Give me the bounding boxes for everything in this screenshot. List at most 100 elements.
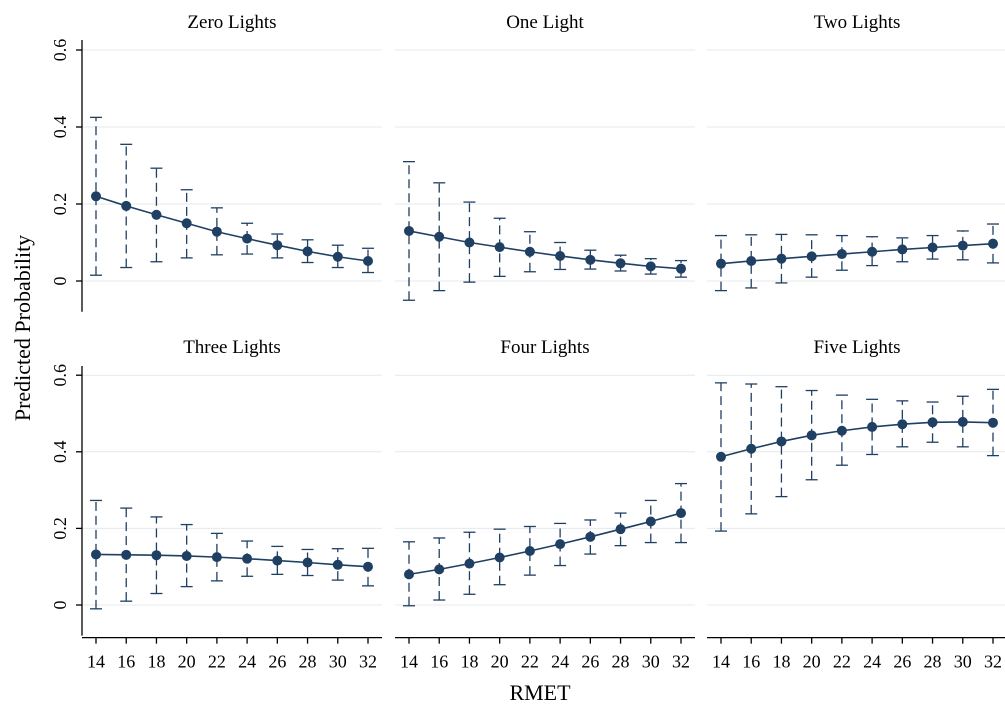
- data-point: [676, 263, 686, 274]
- data-point: [151, 209, 162, 220]
- data-point: [897, 244, 908, 255]
- x-tick-label: 22: [521, 652, 539, 672]
- x-tick-label: 14: [400, 652, 418, 672]
- data-point: [434, 231, 445, 242]
- panel-title: One Light: [506, 12, 584, 33]
- data-point: [836, 425, 847, 436]
- data-point: [645, 516, 656, 527]
- x-tick-label: 24: [551, 652, 569, 672]
- data-point: [645, 261, 656, 272]
- data-point: [746, 255, 757, 266]
- data-point: [806, 430, 817, 441]
- data-point: [927, 242, 938, 253]
- data-point: [836, 249, 847, 260]
- data-point: [464, 237, 475, 248]
- data-point: [121, 200, 132, 211]
- x-tick-label: 20: [178, 652, 196, 672]
- data-point: [585, 531, 596, 542]
- panel-three-lights: Three Lights 0 0.2 0.4 0.6 14 16 18 20 22 24 26 28 30…: [50, 337, 382, 672]
- y-tick-label: 0.4: [50, 441, 70, 464]
- data-point: [555, 539, 566, 550]
- data-point: [746, 443, 757, 454]
- x-tick-label: 18: [772, 652, 790, 672]
- data-point: [404, 225, 414, 236]
- x-tick-label: 26: [268, 652, 286, 672]
- panel-title: Two Lights: [814, 12, 901, 33]
- data-point: [302, 246, 313, 257]
- data-point: [615, 258, 626, 269]
- data-point: [272, 555, 283, 566]
- x-tick-label: 26: [581, 652, 599, 672]
- data-point: [776, 436, 787, 447]
- x-tick-label: 22: [833, 652, 851, 672]
- data-point: [363, 561, 373, 572]
- x-tick-label: 20: [803, 652, 821, 672]
- x-tick-label: 28: [612, 652, 630, 672]
- series-line: [95, 195, 369, 262]
- y-axis-label: Predicted Probability: [10, 235, 35, 421]
- data-point: [988, 238, 998, 249]
- y-tick-label: 0: [50, 277, 70, 286]
- data-point: [464, 558, 475, 569]
- x-tick-label: 16: [117, 652, 135, 672]
- x-tick-label: 16: [742, 652, 760, 672]
- data-point: [524, 246, 535, 257]
- panel-title: Five Lights: [813, 337, 900, 358]
- y-tick-label: 0: [50, 601, 70, 610]
- y-tick-label: 0.6: [50, 39, 70, 62]
- series-line: [408, 512, 682, 576]
- data-point: [494, 242, 505, 253]
- x-tick-label: 20: [491, 652, 509, 672]
- data-point: [988, 417, 998, 428]
- data-point: [332, 559, 343, 570]
- data-point: [957, 416, 968, 427]
- panel-four-lights: Four Lights 14 16 18 20 22 24 26 28 30 32: [395, 337, 695, 672]
- panel-title: Four Lights: [500, 337, 589, 358]
- data-point: [716, 451, 726, 462]
- x-tick-label: 32: [984, 652, 1002, 672]
- panel-zero-lights: Zero Lights 0 0.2 0.4 0.6: [50, 12, 382, 312]
- y-tick-label: 0.2: [50, 193, 70, 216]
- data-point: [363, 255, 373, 266]
- data-point: [676, 508, 686, 519]
- x-tick-label: 24: [863, 652, 881, 672]
- data-point: [897, 419, 908, 430]
- series-line: [408, 230, 682, 270]
- data-point: [181, 550, 192, 561]
- data-point: [806, 251, 817, 262]
- x-tick-label: 28: [924, 652, 942, 672]
- data-point: [927, 417, 938, 428]
- y-tick-label: 0.6: [50, 364, 70, 387]
- data-point: [615, 524, 626, 535]
- x-tick-label: 18: [460, 652, 478, 672]
- panel-title: Three Lights: [183, 337, 281, 358]
- data-point: [91, 191, 101, 202]
- data-point: [957, 240, 968, 251]
- x-tick-label: 26: [893, 652, 911, 672]
- panel-two-lights: Two Lights: [707, 12, 1005, 292]
- data-point: [91, 549, 101, 560]
- data-point: [494, 552, 505, 563]
- panel-one-light: One Light: [395, 12, 695, 301]
- data-point: [181, 218, 192, 229]
- x-tick-label: 24: [238, 652, 256, 672]
- y-tick-label: 0.4: [50, 116, 70, 139]
- data-point: [524, 545, 535, 556]
- x-axis-label: RMET: [509, 680, 571, 705]
- x-tick-label: 18: [147, 652, 165, 672]
- y-tick-label: 0.2: [50, 517, 70, 540]
- x-tick-label: 32: [672, 652, 690, 672]
- data-point: [716, 258, 726, 269]
- x-tick-label: 14: [712, 652, 730, 672]
- series-line: [720, 421, 994, 458]
- data-point: [151, 550, 162, 561]
- x-tick-label: 22: [208, 652, 226, 672]
- x-tick-label: 30: [329, 652, 347, 672]
- panel-title: Zero Lights: [187, 12, 276, 33]
- data-point: [434, 564, 445, 575]
- data-point: [404, 569, 414, 580]
- series-line: [720, 242, 994, 265]
- data-point: [302, 557, 313, 568]
- panels: Zero Lights 0 0.2 0.4 0.6 One Light Two Lights…: [50, 12, 1005, 672]
- x-tick-label: 28: [299, 652, 317, 672]
